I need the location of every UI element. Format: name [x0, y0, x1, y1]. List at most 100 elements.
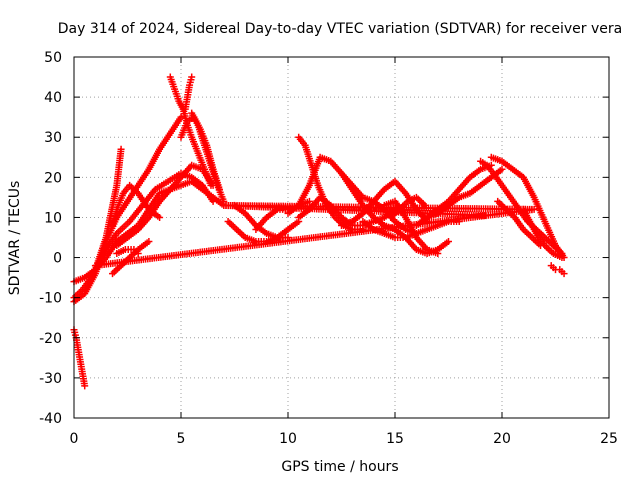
track-marker: [162, 179, 170, 187]
track-marker: [558, 268, 566, 276]
axis-ticks: [73, 56, 610, 419]
track-marker: [356, 221, 364, 229]
x-axis-label: GPS time / hours: [281, 459, 398, 475]
series-track-w: [391, 225, 452, 258]
track-marker: [80, 380, 88, 388]
track-marker: [367, 218, 375, 226]
track-marker: [170, 83, 178, 91]
series-track-ae: [547, 262, 568, 278]
track-marker: [187, 131, 195, 139]
y-axis-label: SDTVAR / TECUs: [7, 181, 23, 296]
track-marker: [144, 167, 152, 175]
track-marker: [183, 96, 191, 104]
track-marker: [143, 239, 151, 247]
track-marker: [231, 224, 239, 232]
track-marker: [379, 220, 387, 228]
track-marker: [200, 163, 208, 171]
series-track-ab: [487, 153, 568, 262]
track-marker: [378, 214, 386, 222]
series-track-ad: [519, 205, 566, 262]
track-marker: [548, 248, 556, 256]
track-marker: [213, 179, 221, 187]
track-marker: [155, 147, 163, 155]
track-marker: [154, 199, 162, 207]
track-marker: [143, 215, 151, 223]
y-tick-label: 30: [44, 130, 62, 146]
track-marker: [185, 83, 193, 91]
track-marker: [551, 239, 559, 247]
x-tick-labels: 0 5 10 15 20 25: [70, 431, 618, 447]
track-marker: [330, 211, 338, 219]
x-tick-label: 20: [493, 431, 511, 447]
chart-title: Day 314 of 2024, Sidereal Day-to-day VTE…: [58, 21, 622, 37]
y-tick-label: -40: [39, 411, 62, 427]
x-tick-label: 15: [386, 431, 404, 447]
track-marker: [200, 139, 208, 147]
track-marker: [325, 156, 333, 164]
track-marker: [526, 232, 534, 240]
track-marker: [481, 160, 489, 168]
track-marker: [111, 231, 119, 239]
track-marker: [496, 156, 504, 164]
track-marker: [122, 235, 130, 243]
track-marker: [505, 191, 513, 199]
track-marker: [150, 187, 158, 195]
track-marker: [94, 261, 102, 269]
track-marker: [421, 226, 429, 234]
track-marker: [358, 199, 366, 207]
track-marker: [549, 264, 557, 272]
track-marker: [79, 274, 87, 282]
track-marker: [86, 276, 94, 284]
series-track-i: [166, 73, 215, 189]
track-marker: [488, 167, 496, 175]
track-marker: [187, 76, 195, 84]
x-tick-label: 5: [177, 431, 186, 447]
track-marker: [118, 192, 126, 200]
x-tick-label: 10: [279, 431, 297, 447]
track-marker: [531, 227, 539, 235]
track-marker: [400, 188, 408, 196]
y-tick-labels: -40 -30 -20 -10 0 10 20 30 40 50: [39, 50, 62, 427]
track-marker: [464, 190, 472, 198]
track-marker: [197, 184, 205, 192]
series-track-l: [188, 109, 228, 205]
y-tick-label: -20: [39, 331, 62, 347]
track-marker: [389, 233, 397, 241]
track-marker: [132, 188, 140, 196]
track-marker: [219, 195, 227, 203]
track-marker: [206, 179, 214, 187]
series-track-f: [113, 161, 217, 250]
track-marker: [475, 167, 483, 175]
series-track-ag: [91, 201, 538, 270]
track-marker: [304, 183, 312, 191]
track-marker: [419, 200, 427, 208]
track-marker: [174, 95, 182, 103]
track-marker: [411, 231, 419, 239]
track-marker: [497, 179, 505, 187]
track-marker: [76, 355, 84, 363]
series-track-e: [109, 181, 164, 229]
track-marker: [529, 191, 537, 199]
track-marker: [539, 240, 547, 248]
track-marker: [507, 164, 515, 172]
y-tick-label: 20: [44, 170, 62, 186]
track-marker: [501, 204, 509, 212]
track-marker: [475, 183, 483, 191]
track-marker: [453, 195, 461, 203]
track-marker: [132, 248, 140, 256]
track-marker: [432, 246, 440, 254]
x-tick-label: 0: [70, 431, 79, 447]
series-track-j: [181, 73, 196, 113]
track-marker: [261, 228, 269, 236]
track-marker: [137, 203, 145, 211]
track-marker: [119, 247, 127, 255]
y-tick-label: 10: [44, 210, 62, 226]
track-marker: [540, 215, 548, 223]
series-track-af: [70, 326, 89, 390]
track-marker: [271, 233, 279, 241]
track-marker: [357, 192, 365, 200]
y-tick-label: 50: [44, 50, 62, 66]
track-marker: [176, 115, 184, 123]
track-marker: [293, 219, 301, 227]
